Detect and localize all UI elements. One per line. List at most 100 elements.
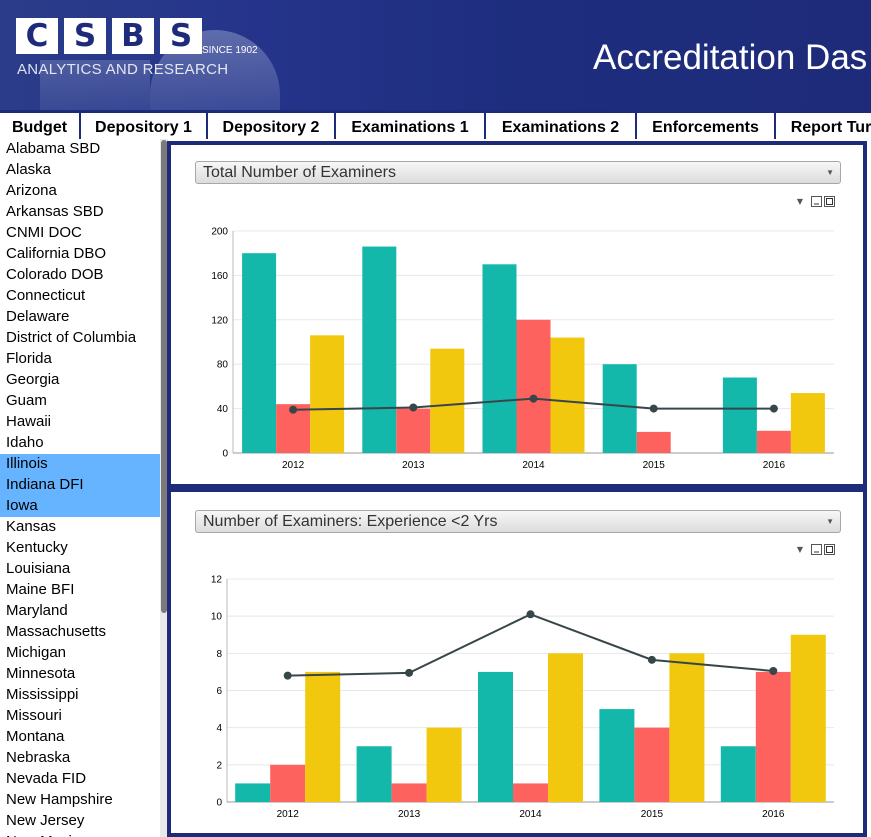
state-list-item[interactable]: New Jersey — [6, 812, 85, 829]
maximize-icon[interactable] — [824, 196, 835, 207]
bar — [636, 431, 671, 453]
csbs-logo: C S B S — [16, 18, 202, 54]
state-list-item[interactable]: CNMI DOC — [6, 224, 82, 241]
chevron-down-icon: ▼ — [826, 517, 834, 526]
bar — [634, 727, 670, 802]
state-list-item[interactable]: Kentucky — [6, 539, 68, 556]
x-tick-label: 2012 — [282, 460, 305, 471]
state-list-item[interactable]: Arizona — [6, 182, 57, 199]
state-list-item[interactable]: Louisiana — [6, 560, 71, 577]
state-list-item[interactable]: Maine BFI — [6, 581, 75, 598]
chevron-down-icon: ▼ — [826, 168, 834, 177]
state-list-item[interactable]: District of Columbia — [6, 329, 137, 346]
line-point — [769, 404, 778, 413]
y-tick-label: 0 — [216, 798, 222, 809]
bar — [356, 746, 392, 802]
tab-examinations-2[interactable]: Examinations 2 — [486, 113, 635, 139]
state-list-item[interactable]: Montana — [6, 728, 65, 745]
line-point — [769, 666, 778, 675]
tab-budget[interactable]: Budget — [0, 113, 79, 139]
y-tick-label: 160 — [211, 271, 228, 282]
state-list-item[interactable]: Guam — [6, 392, 47, 409]
state-list-item[interactable]: Alaska — [6, 161, 52, 178]
state-list-item[interactable]: Massachusetts — [6, 623, 107, 640]
state-list-item[interactable]: Michigan — [6, 644, 67, 661]
state-list-item[interactable]: Mississippi — [6, 686, 79, 703]
tab-depository-2[interactable]: Depository 2 — [208, 113, 334, 139]
y-tick-label: 6 — [216, 686, 222, 697]
x-tick-label: 2015 — [643, 460, 666, 471]
bar — [396, 408, 431, 453]
y-tick-label: 80 — [217, 360, 229, 371]
state-list-item[interactable]: Kansas — [6, 518, 57, 535]
state-list-item[interactable]: Nebraska — [6, 749, 71, 766]
chart-menu-dropdown-icon[interactable]: ▼ — [796, 197, 803, 206]
bar — [602, 364, 637, 453]
chart-controls: ▼ — [797, 544, 835, 555]
state-list-item[interactable]: New Mexico — [0, 832, 160, 837]
x-tick-label: 2014 — [522, 460, 545, 471]
bar — [362, 246, 397, 453]
minimize-icon[interactable] — [811, 544, 822, 555]
y-tick-label: 0 — [222, 449, 228, 460]
state-list-item[interactable]: Idaho — [6, 434, 44, 451]
x-tick-label: 2014 — [519, 809, 542, 820]
tab-examinations-1[interactable]: Examinations 1 — [336, 113, 484, 139]
chart-menu-dropdown-icon[interactable]: ▼ — [796, 545, 803, 554]
line-point — [405, 668, 414, 677]
y-tick-label: 40 — [217, 404, 229, 415]
state-list-item[interactable]: Minnesota — [6, 665, 76, 682]
minimize-icon[interactable] — [811, 196, 822, 207]
state-list-item[interactable]: Indiana DFI — [0, 475, 160, 496]
state-list-item[interactable]: New Hampshire — [6, 791, 113, 808]
state-list-item[interactable]: Nevada FID — [6, 770, 87, 787]
x-tick-label: 2012 — [277, 809, 300, 820]
state-list-item[interactable]: Florida — [6, 350, 52, 367]
state-list-item[interactable]: California DBO — [6, 245, 107, 262]
x-tick-label: 2013 — [398, 809, 421, 820]
state-list-item[interactable]: Illinois — [0, 454, 160, 475]
state-list-item[interactable]: Alabama SBD — [6, 140, 101, 157]
bar — [426, 727, 462, 802]
page-title: Accreditation Das — [593, 38, 868, 77]
bar — [790, 393, 825, 453]
bar — [790, 634, 826, 802]
state-list-item[interactable]: Iowa — [0, 496, 160, 517]
bar — [482, 264, 517, 453]
metric-select-total-examiners[interactable]: Total Number of Examiners ▼ — [195, 161, 841, 184]
y-tick-label: 4 — [216, 723, 222, 734]
tab-depository-1[interactable]: Depository 1 — [81, 113, 206, 139]
state-list-scroll-thumb[interactable] — [161, 140, 167, 613]
app-header: C S B S SINCE 1902 ANALYTICS AND RESEARC… — [0, 0, 871, 110]
state-list-item[interactable]: Missouri — [6, 707, 62, 724]
state-list-item[interactable]: Hawaii — [6, 413, 52, 430]
bar — [513, 783, 548, 802]
capitol-background-image — [40, 60, 150, 110]
chart-panel-experience-under-2: Number of Examiners: Experience <2 Yrs ▼… — [167, 488, 867, 837]
y-tick-label: 12 — [211, 575, 223, 586]
state-list-item[interactable]: Georgia — [6, 371, 60, 388]
metric-select-experience[interactable]: Number of Examiners: Experience <2 Yrs ▼ — [195, 510, 841, 533]
maximize-icon[interactable] — [824, 544, 835, 555]
state-list-item[interactable]: Arkansas SBD — [6, 203, 104, 220]
bar — [722, 377, 757, 453]
state-list-item[interactable]: Connecticut — [6, 287, 86, 304]
x-tick-label: 2016 — [762, 809, 785, 820]
tab-report-turnaround[interactable]: Report Tur — [776, 113, 871, 139]
state-list-item[interactable]: Colorado DOB — [6, 266, 104, 283]
line-point — [529, 394, 538, 403]
line-point — [526, 610, 535, 619]
bar — [391, 783, 427, 802]
state-list-item[interactable]: Maryland — [6, 602, 68, 619]
metric-select-value: Number of Examiners: Experience <2 Yrs — [203, 513, 498, 530]
line-point — [283, 671, 292, 680]
bar — [305, 671, 341, 802]
logo-letter: C — [16, 18, 58, 54]
tab-enforcements[interactable]: Enforcements — [637, 113, 774, 139]
state-list: Alabama SBD Alaska Arizona Arkansas SBD CNMI… — [0, 139, 160, 837]
state-list-item[interactable]: Delaware — [6, 308, 70, 325]
bar — [235, 783, 271, 802]
bar — [755, 671, 791, 802]
logo-since: SINCE 1902 — [202, 45, 258, 56]
bar — [550, 337, 585, 453]
